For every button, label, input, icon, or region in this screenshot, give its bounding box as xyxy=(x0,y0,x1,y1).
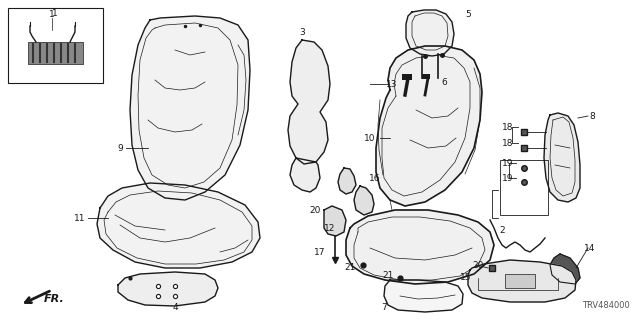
Polygon shape xyxy=(118,272,218,306)
Polygon shape xyxy=(354,186,374,215)
Text: 15: 15 xyxy=(460,274,472,283)
Polygon shape xyxy=(406,10,454,56)
Text: TRV484000: TRV484000 xyxy=(582,301,630,310)
Text: 13: 13 xyxy=(387,79,397,89)
Text: 5: 5 xyxy=(465,10,471,19)
Bar xyxy=(505,274,535,288)
Polygon shape xyxy=(97,183,260,268)
Text: 16: 16 xyxy=(369,173,381,182)
Polygon shape xyxy=(550,254,580,284)
Polygon shape xyxy=(346,210,494,284)
Polygon shape xyxy=(338,168,356,194)
Text: 18: 18 xyxy=(502,123,514,132)
Polygon shape xyxy=(288,40,330,164)
Text: 12: 12 xyxy=(324,223,336,233)
Text: 21: 21 xyxy=(344,263,356,273)
Polygon shape xyxy=(324,206,346,236)
Text: 9: 9 xyxy=(117,143,123,153)
Polygon shape xyxy=(468,260,576,302)
Text: 18: 18 xyxy=(502,139,514,148)
Bar xyxy=(422,74,430,79)
Text: 3: 3 xyxy=(299,28,305,36)
Text: 2: 2 xyxy=(499,226,505,235)
FancyBboxPatch shape xyxy=(8,8,103,83)
Bar xyxy=(402,74,412,80)
Polygon shape xyxy=(384,280,463,312)
Text: 19: 19 xyxy=(502,158,514,167)
Text: 20: 20 xyxy=(472,260,484,269)
Text: 21: 21 xyxy=(382,270,394,279)
Polygon shape xyxy=(290,158,320,192)
Polygon shape xyxy=(130,16,250,200)
Text: 14: 14 xyxy=(584,244,596,252)
Text: 7: 7 xyxy=(381,303,387,313)
Text: FR.: FR. xyxy=(44,294,65,304)
Text: 19: 19 xyxy=(502,173,514,182)
Polygon shape xyxy=(376,46,482,206)
Text: 17: 17 xyxy=(314,247,326,257)
Text: 8: 8 xyxy=(589,111,595,121)
Bar xyxy=(28,42,83,64)
Bar xyxy=(500,160,548,215)
Text: 10: 10 xyxy=(364,133,376,142)
Text: 1: 1 xyxy=(52,9,58,18)
Text: 4: 4 xyxy=(172,303,178,313)
Text: 11: 11 xyxy=(74,213,86,222)
Text: 1: 1 xyxy=(49,10,55,19)
Polygon shape xyxy=(544,113,580,202)
Text: 6: 6 xyxy=(441,77,447,86)
Text: 20: 20 xyxy=(309,205,321,214)
